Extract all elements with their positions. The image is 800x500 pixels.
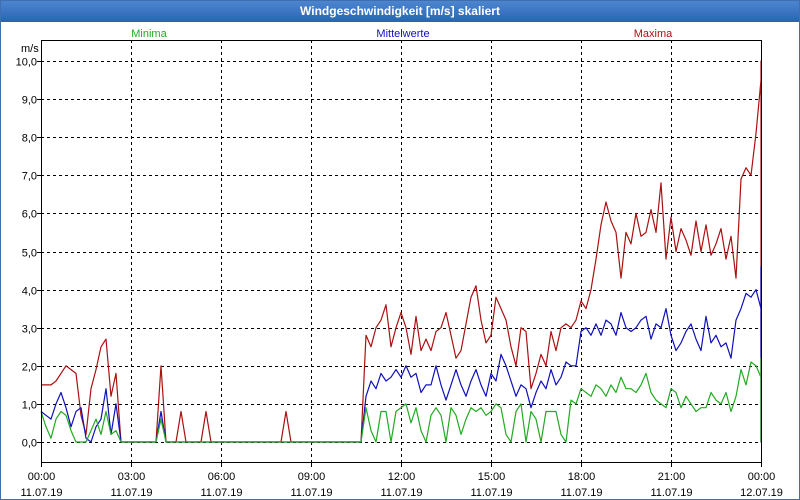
y-tick-label: 8,0 [22,133,37,145]
legend-maxima: Maxima [634,28,673,40]
wind-speed-chart: 0,0 1,0 2,0 3,0 4,0 5,0 6,0 7,0 8,0 9,0 10,0 00:00 1… [16,28,783,500]
y-tick-label: 4,0 [22,286,37,298]
x-tick-time: 06:00 [208,471,236,483]
x-tick-time: 09:00 [298,471,326,483]
grid [41,40,761,462]
x-tick-date: 11.07.19 [470,487,512,499]
y-tick-label: 9,0 [22,95,37,107]
y-tick-label: 7,0 [22,171,37,183]
x-tick-date: 11.07.19 [650,487,692,499]
x-tick-date: 11.07.19 [20,487,62,499]
axes: 0,0 1,0 2,0 3,0 4,0 5,0 6,0 7,0 8,0 9,0 10,0 00:00 1… [16,57,783,500]
x-tick-time: 21:00 [658,471,686,483]
x-tick-date: 12.07.19 [740,487,783,499]
y-tick-label: 10,0 [16,57,37,69]
y-tick-label: 2,0 [22,362,37,374]
x-tick-date: 11.07.19 [200,487,242,499]
x-tick-time: 12:00 [388,471,416,483]
x-tick-date: 11.07.19 [110,487,152,499]
x-tick-time: 03:00 [118,471,146,483]
x-tick-time: 00:00 [28,471,56,483]
x-tick-time: 18:00 [568,471,596,483]
x-tick-date: 11.07.19 [380,487,422,499]
y-tick-label: 6,0 [22,209,37,221]
x-tick-time: 00:00 [748,471,776,483]
legend-minima: Minima [131,28,167,40]
legend-mittelwerte: Mittelwerte [376,28,429,40]
window-title: Windgeschwindigkeit [m/s] skaliert [1,1,799,22]
legend: Minima Mittelwerte Maxima [131,28,673,40]
x-tick-time: 15:00 [478,471,506,483]
y-axis-label: m/s [21,43,39,55]
x-tick-date: 11.07.19 [290,487,332,499]
x-tick-date: 11.07.19 [560,487,602,499]
y-tick-label: 0,0 [22,438,37,450]
y-tick-label: 1,0 [22,400,37,412]
y-tick-label: 3,0 [22,324,37,336]
y-tick-label: 5,0 [22,248,37,260]
